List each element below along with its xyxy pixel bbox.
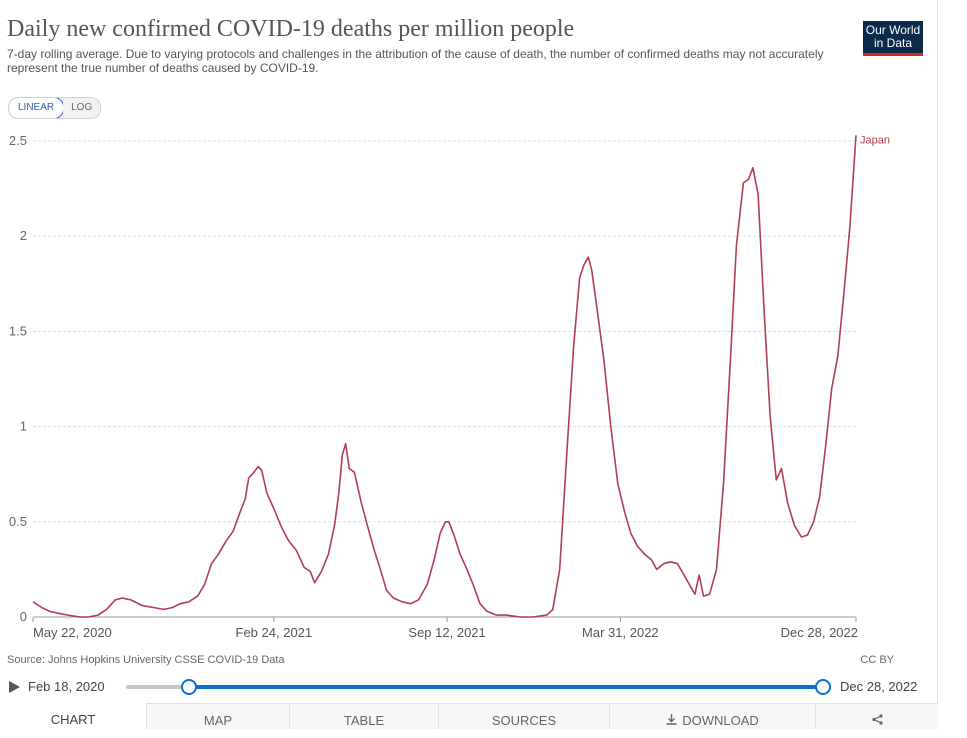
download-label: DOWNLOAD [682, 713, 759, 728]
scale-toggle[interactable]: LINEAR LOG [8, 97, 102, 119]
y-tick-label: 1.5 [9, 323, 27, 338]
log-scale-button[interactable]: LOG [63, 98, 101, 118]
tab-map[interactable]: MAP [146, 703, 289, 729]
logo-line-1: Our World [865, 23, 921, 37]
tab-sources[interactable]: SOURCES [438, 703, 609, 729]
chart-title: Daily new confirmed COVID-19 deaths per … [7, 16, 575, 42]
y-tick-label: 2.5 [9, 133, 27, 148]
owid-logo[interactable]: Our World in Data [863, 21, 923, 56]
timeline-track[interactable] [126, 685, 823, 689]
y-tick-label: 0.5 [9, 514, 27, 529]
license-link[interactable]: CC BY [860, 654, 894, 666]
logo-accent-bar [863, 53, 923, 56]
tab-share[interactable] [815, 703, 938, 729]
timeline: Feb 18, 2020 Dec 28, 2022 [0, 674, 938, 700]
chart-grid [33, 140, 856, 618]
logo-line-2: in Data [873, 36, 913, 50]
x-tick-label: Sep 12, 2021 [408, 625, 485, 640]
tab-table[interactable]: TABLE [289, 703, 438, 729]
y-tick-label: 1 [20, 419, 27, 434]
timeline-start-label: Feb 18, 2020 [28, 679, 105, 694]
series-line-japan [32, 135, 857, 618]
share-icon [871, 713, 883, 728]
tab-download[interactable]: DOWNLOAD [609, 703, 815, 729]
chart-frame: Daily new confirmed COVID-19 deaths per … [0, 0, 938, 729]
line-chart: 0 0.5 1 1.5 2 2.5 May 22, 2020 Feb 24, 2021 Sep… [9, 133, 890, 640]
chart-subtitle: 7-day rolling average. Due to varying pr… [7, 47, 824, 75]
series-group: Japan [32, 134, 890, 618]
play-icon[interactable] [9, 681, 20, 693]
timeline-end-label: Dec 28, 2022 [840, 679, 918, 694]
x-axis-ticks: May 22, 2020 Feb 24, 2021 Sep 12, 2021 Mar … [32, 617, 858, 640]
download-icon [666, 704, 677, 738]
tab-bar: CHART MAP TABLE SOURCES DOWNLOAD [0, 703, 938, 729]
x-tick-label: Mar 31, 2022 [582, 625, 659, 640]
x-tick-label: Feb 24, 2021 [236, 625, 313, 640]
y-axis-ticks: 0 0.5 1 1.5 2 2.5 [9, 133, 27, 624]
tab-chart[interactable]: CHART [0, 703, 146, 729]
source-note[interactable]: Source: Johns Hopkins University CSSE CO… [7, 654, 285, 666]
linear-scale-button[interactable]: LINEAR [9, 98, 65, 118]
series-label: Japan [860, 134, 890, 146]
timeline-end-handle[interactable] [815, 679, 831, 695]
x-tick-label: Dec 28, 2022 [781, 625, 858, 640]
y-tick-label: 0 [20, 609, 27, 624]
y-tick-label: 2 [20, 228, 27, 243]
timeline-selected-range [188, 685, 823, 689]
x-tick-label: May 22, 2020 [33, 625, 112, 640]
timeline-start-handle[interactable] [180, 679, 197, 695]
